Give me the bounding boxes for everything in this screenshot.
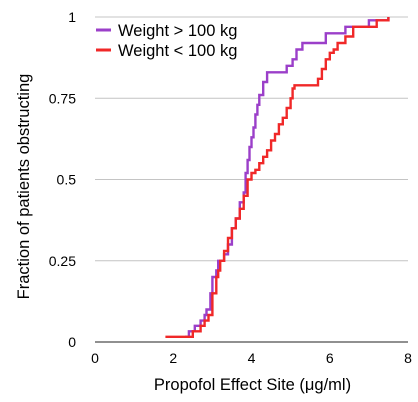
legend-label: Weight > 100 kg (118, 22, 237, 40)
y-tick-label: 1 (68, 9, 76, 25)
y-tick-label: 0.75 (49, 90, 76, 106)
x-tick-label: 8 (404, 350, 412, 366)
legend-label: Weight < 100 kg (118, 42, 237, 60)
y-tick-label: 0.5 (57, 172, 77, 188)
series-lines (165, 17, 390, 338)
x-tick-label: 4 (248, 350, 256, 366)
x-tick-label: 2 (169, 350, 177, 366)
gridlines (95, 16, 408, 262)
y-axis-title: Fraction of patients obstructing (15, 74, 33, 300)
series-line-1 (185, 17, 390, 338)
series-line-2 (165, 17, 390, 338)
x-tick-labels: 0 2 4 6 8 (91, 350, 412, 366)
x-tick-label: 0 (91, 350, 99, 366)
x-tick-label: 6 (326, 350, 334, 366)
x-axis-title: Propofol Effect Site (μg/ml) (154, 376, 351, 394)
y-tick-labels: 0 0.25 0.5 0.75 1 (49, 9, 76, 350)
y-tick-label: 0 (68, 334, 76, 350)
legend: Weight > 100 kg Weight < 100 kg (96, 22, 237, 60)
y-tick-label: 0.25 (49, 253, 76, 269)
